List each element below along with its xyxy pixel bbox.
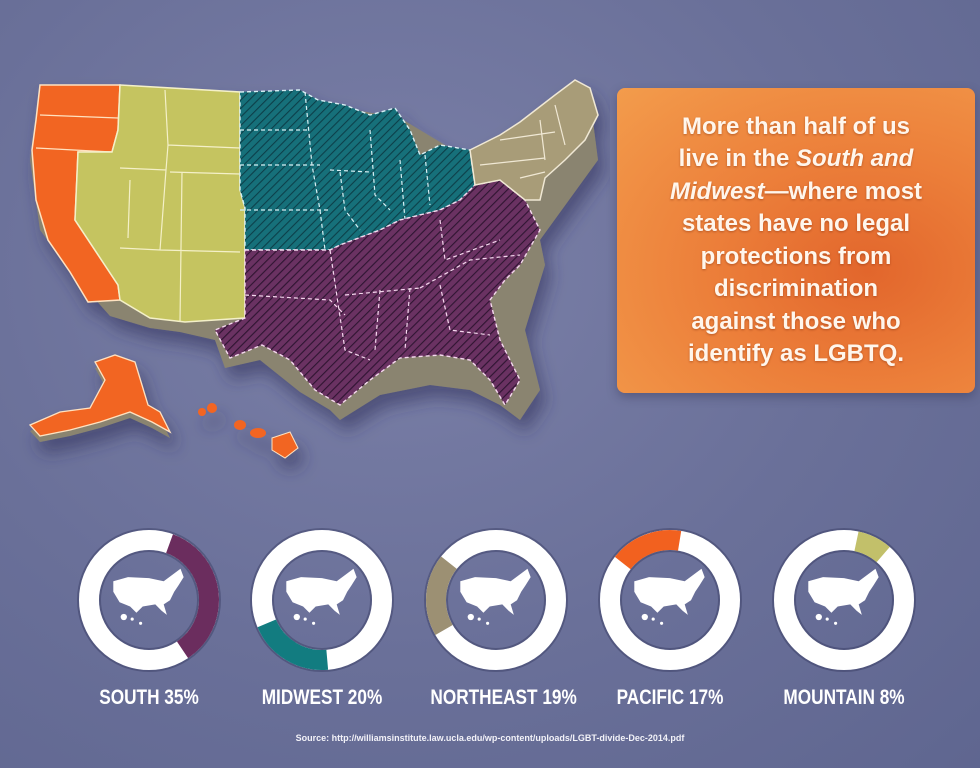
callout-text: More than half of us live in the South a… xyxy=(631,111,961,371)
donut-label: SOUTH 35% xyxy=(99,686,199,709)
callout-line: live in the South and xyxy=(678,145,914,172)
donut-mountain: MOUNTAIN 8% xyxy=(764,528,924,710)
region-share-donuts: SOUTH 35% MIDWEST 20% NORTHEAST 19% PACI… xyxy=(0,528,980,718)
donut-label: NORTHEAST 19% xyxy=(430,686,577,709)
callout-line: identify as LGBTQ. xyxy=(687,340,905,367)
hawaii xyxy=(198,403,299,459)
donut-label: MOUNTAIN 8% xyxy=(783,686,905,709)
callout-line: states have no legal xyxy=(681,210,911,237)
us-map-icon xyxy=(113,568,184,625)
us-map-icon xyxy=(808,568,879,625)
donut-label: MIDWEST 20% xyxy=(261,686,383,709)
donut-pacific: PACIFIC 17% xyxy=(590,528,750,710)
donut-south: SOUTH 35% xyxy=(69,528,229,710)
region-south xyxy=(214,179,541,407)
us-map-icon xyxy=(460,568,531,625)
donut-chart xyxy=(598,528,742,672)
callout-line: protections from xyxy=(700,242,892,270)
callout-line: More than half of us xyxy=(682,112,910,140)
region-northeast xyxy=(469,79,599,201)
us-regions-map xyxy=(0,60,610,490)
alaska xyxy=(28,354,172,442)
donut-chart xyxy=(424,528,568,672)
donut-northeast: NORTHEAST 19% xyxy=(416,528,577,710)
callout-line: Midwest—where most xyxy=(669,177,923,205)
donut-chart xyxy=(77,528,221,672)
donut-label: PACIFIC 17% xyxy=(616,686,724,709)
donut-chart xyxy=(250,528,394,672)
source-citation: Source: http://williamsinstitute.law.ucl… xyxy=(295,733,685,743)
us-map-icon xyxy=(286,568,357,625)
callout-line: against those who xyxy=(691,307,901,335)
region-mountain xyxy=(74,84,246,323)
donut-chart xyxy=(772,528,916,672)
callout-box: More than half of us live in the South a… xyxy=(617,88,975,393)
callout-line: discrimination xyxy=(713,275,879,302)
donut-midwest: MIDWEST 20% xyxy=(242,528,402,710)
us-map-icon xyxy=(634,568,705,625)
